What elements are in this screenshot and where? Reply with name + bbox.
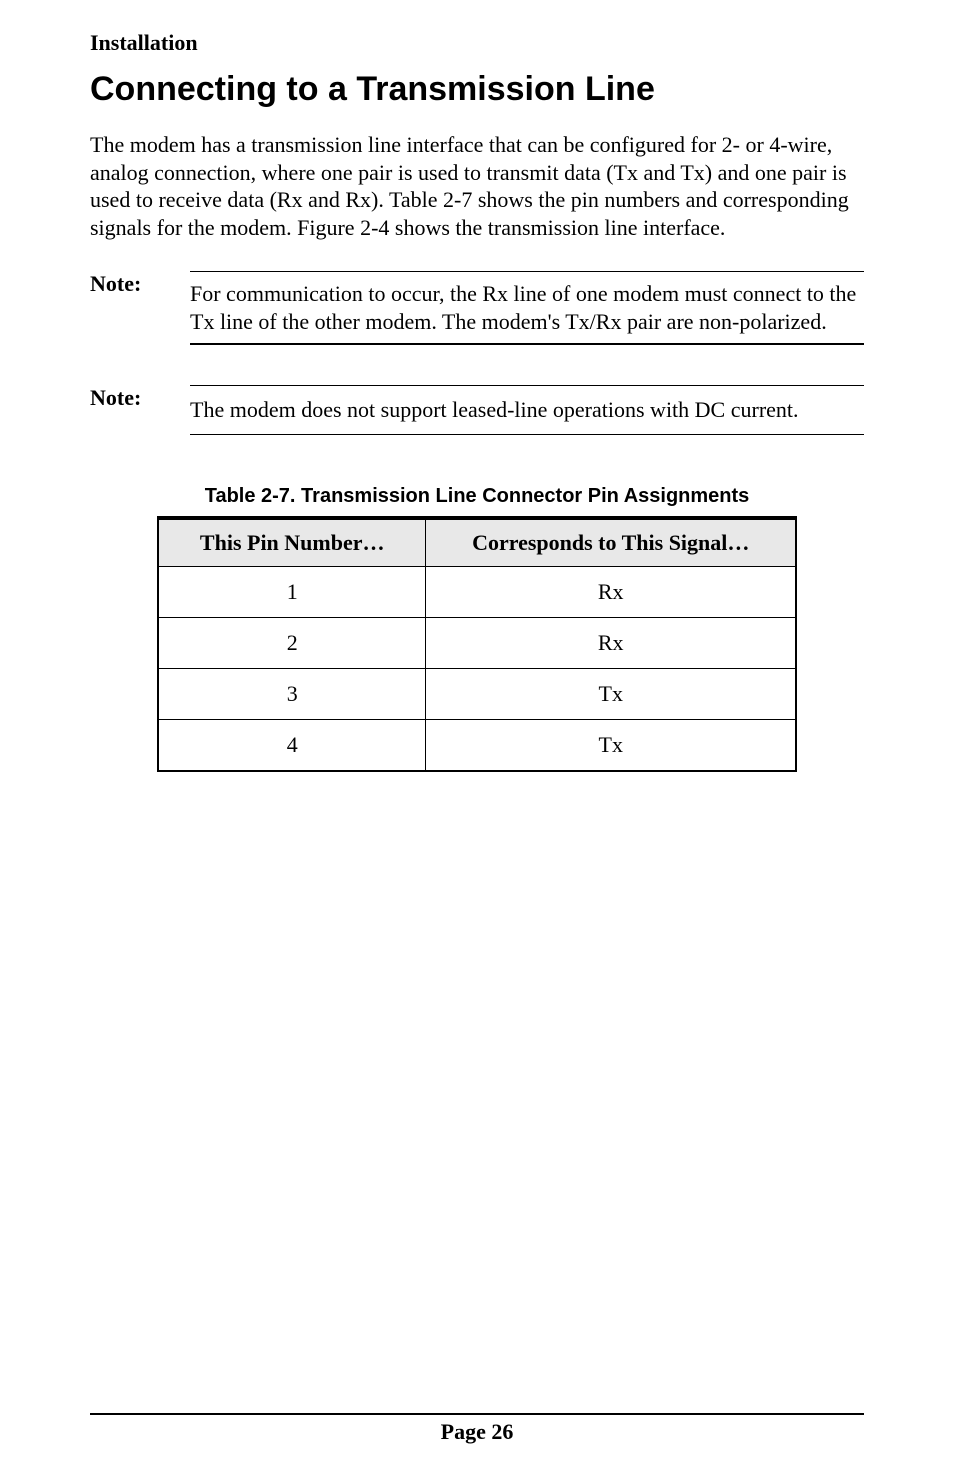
table-row: 4 Tx (158, 719, 796, 771)
footer-rule (90, 1413, 864, 1415)
table-header-row: This Pin Number… Corresponds to This Sig… (158, 518, 796, 567)
section-label: Installation (90, 30, 864, 56)
cell-signal: Rx (426, 566, 796, 617)
cell-pin: 3 (158, 668, 426, 719)
cell-signal: Rx (426, 617, 796, 668)
note-1-content: For communication to occur, the Rx line … (190, 271, 864, 345)
cell-signal: Tx (426, 668, 796, 719)
note-1-label: Note: (90, 271, 190, 345)
note-2-text: The modem does not support leased-line o… (190, 392, 864, 428)
note-2-rule-top (190, 385, 864, 386)
intro-paragraph: The modem has a transmission line interf… (90, 131, 864, 241)
note-block-2: Note: The modem does not support leased-… (90, 385, 864, 435)
cell-signal: Tx (426, 719, 796, 771)
note-1-text: For communication to occur, the Rx line … (190, 278, 864, 337)
note-1-rule-bottom (190, 343, 864, 345)
footer-page-number: Page 26 (90, 1419, 864, 1445)
pin-assignments-table: This Pin Number… Corresponds to This Sig… (157, 516, 797, 772)
table-row: 2 Rx (158, 617, 796, 668)
page-footer: Page 26 (90, 1413, 864, 1445)
note-2-label: Note: (90, 385, 190, 435)
cell-pin: 4 (158, 719, 426, 771)
note-1-rule-top (190, 271, 864, 272)
note-block-1: Note: For communication to occur, the Rx… (90, 271, 864, 345)
page: Installation Connecting to a Transmissio… (0, 0, 954, 1475)
table-header-pin: This Pin Number… (158, 518, 426, 567)
table-header-signal: Corresponds to This Signal… (426, 518, 796, 567)
note-2-rule-bottom (190, 434, 864, 435)
note-2-content: The modem does not support leased-line o… (190, 385, 864, 435)
cell-pin: 2 (158, 617, 426, 668)
table-row: 3 Tx (158, 668, 796, 719)
page-heading: Connecting to a Transmission Line (90, 70, 864, 109)
table-caption: Table 2-7. Transmission Line Connector P… (90, 485, 864, 508)
table-row: 1 Rx (158, 566, 796, 617)
cell-pin: 1 (158, 566, 426, 617)
